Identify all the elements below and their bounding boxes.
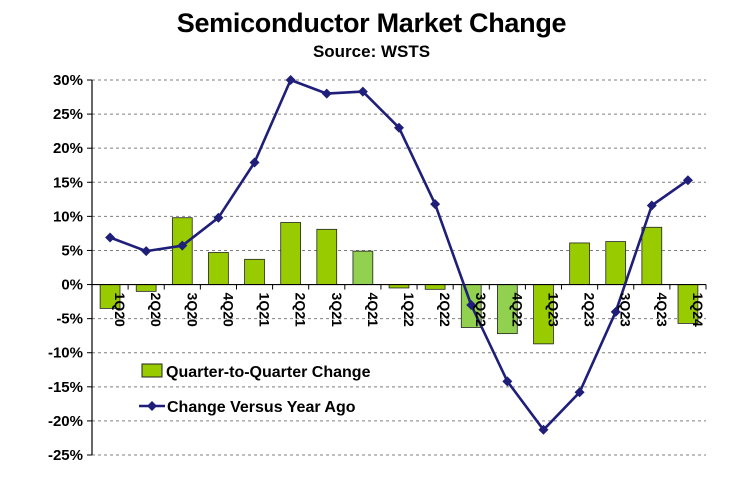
line-point-2Q23 bbox=[574, 387, 585, 398]
line-series bbox=[105, 75, 693, 435]
bar-2Q22 bbox=[424, 284, 446, 290]
bar-4Q20 bbox=[208, 252, 229, 285]
line-point-1Q21 bbox=[249, 157, 260, 168]
line-point-3Q20 bbox=[177, 240, 188, 251]
x-tick-label: 4Q22 bbox=[509, 293, 525, 327]
y-tick-label: -15% bbox=[48, 379, 83, 396]
y-tick-labels: 30% 25% 20% 15% 10% 5% 0% -5% -10% -15% -20% -25% bbox=[48, 72, 83, 464]
x-axis bbox=[91, 283, 707, 290]
y-tick-label: 10% bbox=[53, 208, 83, 225]
legend-label-bar: Quarter-to-Quarter Change bbox=[166, 364, 371, 381]
line-point-4Q23 bbox=[646, 200, 657, 211]
bar-2Q20 bbox=[135, 284, 157, 292]
bar-3Q21 bbox=[316, 228, 338, 285]
y-tick-label: 5% bbox=[61, 242, 83, 259]
line-point-2Q22 bbox=[430, 199, 441, 210]
x-tick-label: 3Q23 bbox=[618, 293, 634, 327]
x-tick-label: 2Q23 bbox=[582, 293, 598, 327]
x-tick-label: 4Q20 bbox=[220, 293, 236, 327]
x-tick-label: 2Q20 bbox=[148, 293, 164, 327]
line-point-1Q24 bbox=[682, 175, 693, 186]
x-tick-label: 3Q21 bbox=[329, 293, 345, 327]
bar-3Q20 bbox=[171, 217, 193, 285]
x-tick-label: 1Q20 bbox=[112, 293, 128, 327]
line-point-3Q21 bbox=[321, 88, 332, 99]
line-point-1Q20 bbox=[105, 232, 116, 243]
x-tick-label: 2Q21 bbox=[293, 293, 309, 327]
y-tick-label: 0% bbox=[61, 277, 83, 294]
legend: Quarter-to-Quarter Change Change Versus … bbox=[139, 363, 371, 416]
y-tick-label: -25% bbox=[48, 447, 83, 464]
bar-2Q21 bbox=[280, 222, 301, 285]
y-tick-label: -20% bbox=[48, 413, 83, 430]
y-tick-label: 30% bbox=[53, 72, 83, 89]
legend-label-line: Change Versus Year Ago bbox=[167, 399, 356, 416]
x-tick-label: 2Q22 bbox=[437, 293, 453, 327]
line-point-2Q21 bbox=[285, 75, 296, 85]
x-tick-label: 1Q23 bbox=[545, 293, 561, 327]
line-point-4Q21 bbox=[357, 86, 368, 97]
x-tick-label: 3Q22 bbox=[473, 293, 489, 327]
x-tick-label: 1Q24 bbox=[690, 293, 706, 327]
bar-series bbox=[99, 217, 699, 345]
gridlines bbox=[87, 79, 706, 456]
x-tick-label: 1Q22 bbox=[401, 293, 417, 327]
x-tick-label: 3Q20 bbox=[184, 293, 200, 327]
y-tick-label: 20% bbox=[53, 140, 83, 157]
chart-title: Semiconductor Market Change bbox=[176, 8, 567, 38]
bar-4Q21 bbox=[352, 250, 374, 285]
x-tick-label: 4Q21 bbox=[365, 293, 381, 327]
line-point-4Q20 bbox=[213, 212, 224, 223]
legend-swatch-bar bbox=[141, 363, 163, 378]
y-tick-label: 25% bbox=[53, 106, 83, 123]
line-point-1Q23 bbox=[538, 424, 549, 435]
legend-marker bbox=[147, 401, 157, 411]
chart-subtitle: Source: WSTS bbox=[312, 42, 431, 61]
bar-3Q23 bbox=[605, 241, 627, 285]
line-point-1Q22 bbox=[394, 122, 404, 133]
x-tick-label: 1Q21 bbox=[257, 293, 273, 327]
y-tick-label: -5% bbox=[56, 311, 83, 328]
line-point-3Q23 bbox=[610, 306, 621, 317]
bar-4Q23 bbox=[641, 226, 663, 285]
line-point-2Q20 bbox=[141, 246, 152, 257]
y-tick-label: 15% bbox=[53, 174, 83, 191]
line-point-4Q22 bbox=[502, 376, 513, 387]
y-tick-label: -10% bbox=[48, 345, 83, 362]
bar-1Q21 bbox=[244, 258, 265, 285]
bar-2Q23 bbox=[569, 242, 590, 285]
x-tick-labels: 1Q20 2Q20 3Q20 4Q20 1Q21 2Q21 3Q21 4Q21 1Q22 2Q22… bbox=[112, 293, 706, 327]
x-tick-label: 4Q23 bbox=[654, 293, 670, 327]
line-point-3Q22 bbox=[466, 300, 477, 310]
